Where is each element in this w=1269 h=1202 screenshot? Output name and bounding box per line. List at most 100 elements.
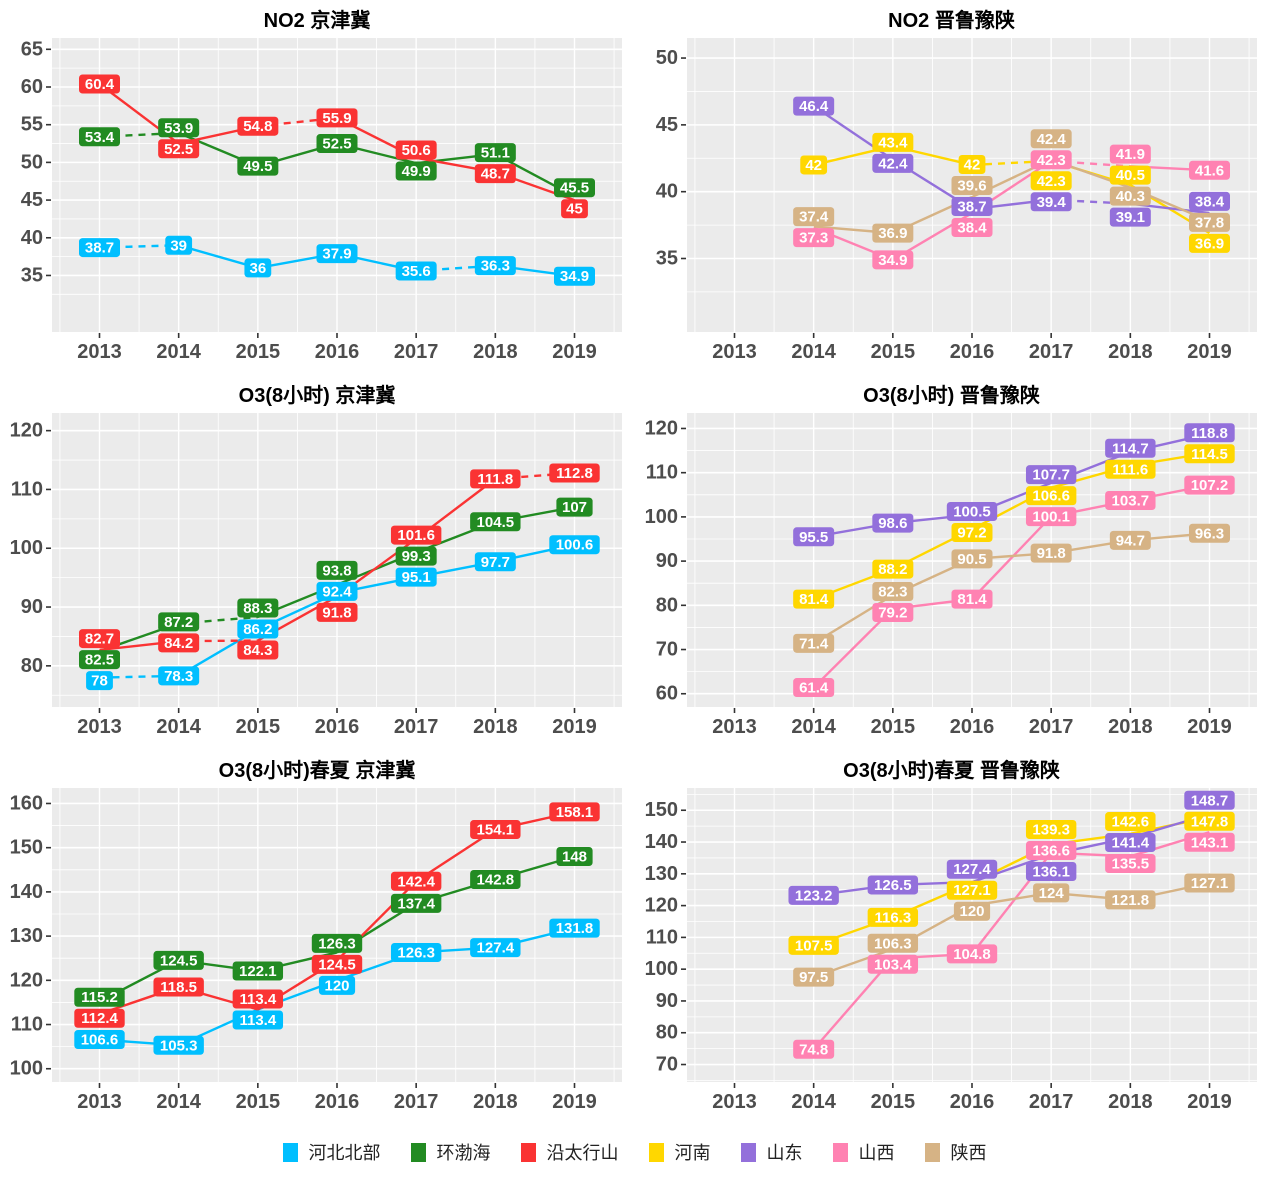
svg-text:42.4: 42.4 [878, 155, 908, 172]
svg-text:53.4: 53.4 [85, 129, 115, 146]
svg-text:38.4: 38.4 [957, 220, 987, 237]
svg-text:87.2: 87.2 [164, 614, 193, 631]
svg-text:70: 70 [655, 1054, 677, 1076]
svg-text:112.4: 112.4 [81, 1010, 118, 1027]
chart-title: O3(8小时)春夏 京津冀 [218, 760, 416, 782]
svg-text:42: 42 [963, 157, 980, 174]
svg-text:50: 50 [21, 151, 43, 173]
svg-text:42: 42 [805, 157, 822, 174]
svg-text:78: 78 [91, 673, 108, 690]
svg-text:127.1: 127.1 [953, 882, 991, 899]
chart-cell-no2-jinluyushan: NO2 晋鲁豫陕 35 40 45 50 2013 2014 2015 2016 2017 201… [634, 0, 1269, 375]
svg-text:137.4: 137.4 [397, 895, 435, 912]
svg-text:74.8: 74.8 [799, 1041, 828, 1058]
svg-text:2014: 2014 [791, 1091, 836, 1113]
svg-text:142.8: 142.8 [477, 872, 515, 889]
svg-text:2019: 2019 [1187, 716, 1232, 738]
svg-text:46.4: 46.4 [799, 98, 829, 115]
svg-text:120: 120 [10, 969, 43, 991]
svg-text:2013: 2013 [77, 1091, 122, 1113]
svg-text:2014: 2014 [156, 341, 201, 363]
svg-text:45: 45 [566, 201, 583, 218]
svg-text:110: 110 [11, 1014, 43, 1036]
svg-text:2016: 2016 [949, 716, 994, 738]
legend-swatch-icon [648, 1142, 664, 1162]
line-chart-o3-jingjinji: 80 90 100 110 120 2013 2014 2015 2016 2017 2018 201… [10, 413, 622, 738]
svg-text:41.9: 41.9 [1115, 146, 1144, 163]
line-chart-no2-jingjinji: 35 40 45 50 55 60 65 2013 2014 2015 2016 2017 2018 20… [21, 38, 622, 363]
svg-text:114.7: 114.7 [1111, 440, 1148, 457]
svg-text:2019: 2019 [552, 716, 597, 738]
svg-text:34.9: 34.9 [560, 268, 589, 285]
legend-label: 山东 [766, 1143, 803, 1163]
svg-text:120: 120 [959, 903, 984, 920]
svg-text:42.3: 42.3 [1036, 173, 1065, 190]
svg-text:142.6: 142.6 [1111, 814, 1149, 831]
svg-text:150: 150 [644, 799, 677, 821]
svg-text:34.9: 34.9 [878, 252, 907, 269]
svg-text:90.5: 90.5 [957, 551, 986, 568]
svg-text:103.4: 103.4 [874, 956, 912, 973]
svg-text:127.4: 127.4 [953, 861, 991, 878]
svg-text:148.7: 148.7 [1190, 792, 1228, 809]
svg-text:39: 39 [170, 237, 187, 254]
chart-title: O3(8小时) 京津冀 [238, 385, 396, 407]
svg-text:111.6: 111.6 [1112, 461, 1148, 478]
svg-text:126.3: 126.3 [318, 935, 356, 952]
legend-swatch-icon [282, 1142, 298, 1162]
svg-text:2018: 2018 [473, 716, 518, 738]
legend-item-hebeibeibu: 河北北部 [282, 1139, 381, 1165]
svg-text:82.7: 82.7 [85, 631, 114, 648]
svg-text:45.5: 45.5 [560, 180, 589, 197]
chart-cell-o3-jingjinji: O3(8小时) 京津冀 80 90 100 110 120 2013 2014 2015 201… [0, 375, 634, 750]
svg-text:96.3: 96.3 [1194, 525, 1223, 542]
svg-text:2013: 2013 [712, 716, 757, 738]
svg-text:107.2: 107.2 [1190, 477, 1228, 494]
svg-text:42.4: 42.4 [1036, 131, 1066, 148]
svg-text:2013: 2013 [77, 716, 122, 738]
svg-text:90: 90 [21, 596, 43, 618]
legend-swatch-icon [924, 1142, 940, 1162]
svg-text:80: 80 [655, 594, 677, 616]
svg-text:148: 148 [562, 849, 587, 866]
svg-text:115.2: 115.2 [81, 989, 118, 1006]
svg-text:40: 40 [21, 227, 43, 249]
svg-text:2015: 2015 [870, 1091, 915, 1113]
svg-text:123.2: 123.2 [794, 887, 832, 904]
svg-text:97.7: 97.7 [481, 554, 510, 571]
svg-text:86.2: 86.2 [243, 621, 272, 638]
svg-text:158.1: 158.1 [556, 804, 594, 821]
svg-text:2016: 2016 [315, 716, 360, 738]
svg-text:91.8: 91.8 [322, 604, 351, 621]
svg-text:100.5: 100.5 [953, 503, 991, 520]
svg-text:97.5: 97.5 [799, 969, 828, 986]
svg-text:113.4: 113.4 [239, 1012, 276, 1029]
chart-title: O3(8小时) 晋鲁豫陕 [863, 385, 1040, 407]
svg-text:35: 35 [655, 248, 677, 270]
svg-text:2013: 2013 [712, 341, 757, 363]
svg-text:106.6: 106.6 [81, 1032, 119, 1049]
svg-text:141.4: 141.4 [1111, 835, 1149, 852]
svg-text:116.3: 116.3 [874, 909, 911, 926]
svg-text:36: 36 [249, 260, 266, 277]
svg-text:97.2: 97.2 [957, 524, 986, 541]
svg-text:95.1: 95.1 [402, 569, 431, 586]
svg-text:55.9: 55.9 [322, 110, 351, 127]
svg-text:100: 100 [644, 958, 677, 980]
chart-cell-o3-springsummer-jingjinji: O3(8小时)春夏 京津冀 100 110 120 130 140 150 160 2013 2… [0, 750, 634, 1125]
svg-text:81.4: 81.4 [799, 591, 829, 608]
svg-text:40.3: 40.3 [1115, 188, 1144, 205]
svg-text:82.5: 82.5 [85, 652, 114, 669]
svg-text:2019: 2019 [1187, 1091, 1232, 1113]
svg-text:93.8: 93.8 [322, 562, 351, 579]
svg-text:39.6: 39.6 [957, 178, 986, 195]
svg-text:98.6: 98.6 [878, 515, 907, 532]
svg-text:88.3: 88.3 [243, 600, 272, 617]
svg-text:49.5: 49.5 [243, 158, 272, 175]
svg-text:37.4: 37.4 [799, 209, 829, 226]
svg-text:124: 124 [1038, 885, 1064, 902]
svg-text:100: 100 [10, 537, 43, 559]
svg-text:140: 140 [10, 881, 43, 903]
svg-text:142.4: 142.4 [397, 873, 435, 890]
svg-text:2013: 2013 [712, 1091, 757, 1113]
